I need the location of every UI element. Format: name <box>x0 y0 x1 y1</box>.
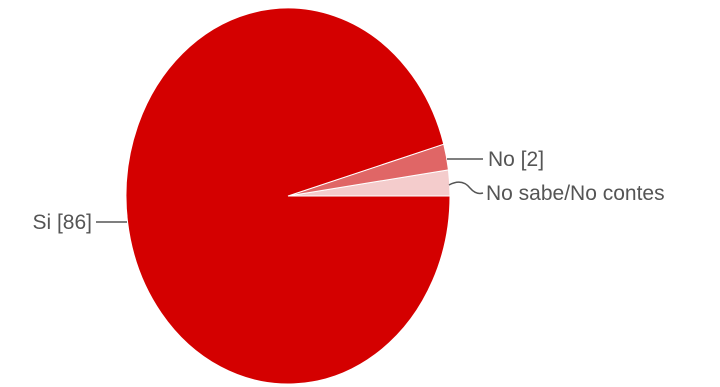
pie-slice-si <box>125 7 451 385</box>
leader-lines <box>96 158 484 223</box>
pie-slices <box>125 7 451 385</box>
slice-label-si: Si [86] <box>32 211 92 234</box>
leader-line-no-sabe <box>448 181 484 195</box>
slice-label-no-sabe: No sabe/No contes <box>486 182 665 205</box>
slice-label-no: No [2] <box>488 148 544 171</box>
